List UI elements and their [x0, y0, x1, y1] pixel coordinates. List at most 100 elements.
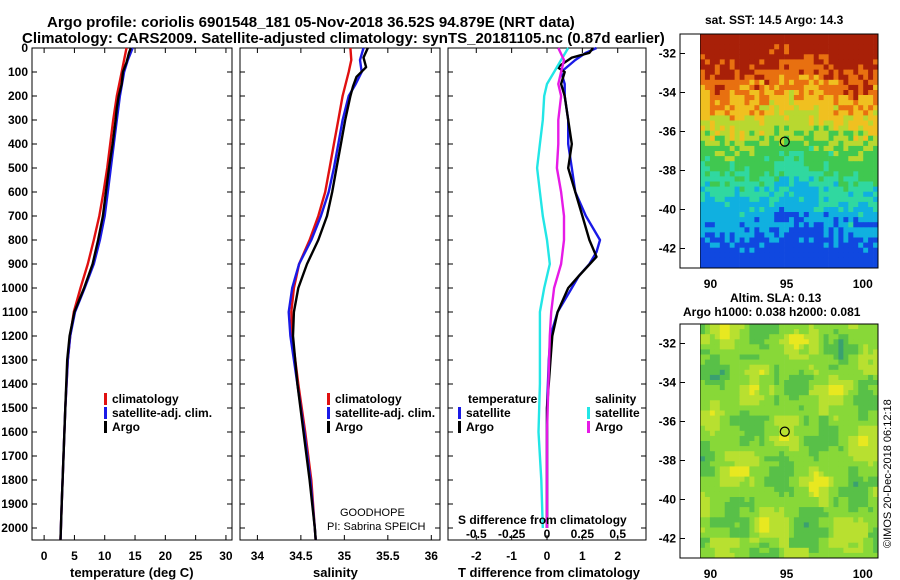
map-cell	[813, 334, 819, 340]
map-cell	[813, 110, 819, 116]
map-cell	[863, 176, 869, 182]
map-cell	[734, 59, 740, 65]
map-cell	[704, 222, 711, 228]
map-cell	[700, 374, 706, 381]
map-cell	[744, 471, 750, 477]
map-cell	[793, 156, 800, 162]
map-cell	[759, 461, 765, 467]
map-cell	[798, 39, 805, 45]
map-cell	[793, 425, 800, 432]
map-cell	[719, 441, 726, 447]
map-cell	[789, 359, 795, 366]
map-cell	[863, 90, 869, 96]
map-cell	[714, 39, 721, 45]
map-cell	[813, 125, 819, 132]
map-cell	[803, 324, 810, 330]
map-cell	[774, 125, 780, 132]
map-cell	[779, 64, 785, 70]
map-cell	[704, 507, 711, 513]
map-cell	[754, 380, 760, 386]
map-cell	[700, 171, 706, 177]
map-cell	[714, 262, 721, 269]
map-cell	[793, 369, 800, 376]
map-cell	[808, 166, 815, 172]
map-cell	[724, 502, 730, 508]
map-cell	[729, 344, 735, 350]
map-cell	[873, 79, 879, 86]
map-cell	[744, 405, 750, 411]
map-cell	[700, 425, 706, 432]
map-cell	[828, 334, 834, 340]
map-cell	[749, 69, 755, 76]
map-cell	[789, 527, 795, 533]
map-cell	[853, 84, 859, 91]
map-cell	[700, 334, 706, 340]
map-cell	[734, 395, 740, 401]
map-cell	[724, 410, 730, 416]
map-cell	[744, 395, 750, 401]
map-cell	[749, 334, 755, 340]
map-cell	[700, 344, 706, 350]
map-cell	[858, 400, 864, 406]
map-cell	[759, 176, 765, 182]
map-cell	[759, 364, 765, 371]
map-cell	[858, 329, 864, 335]
map-cell	[734, 349, 740, 355]
map-cell	[838, 186, 844, 193]
map-cell	[823, 349, 829, 355]
map-cell	[734, 115, 740, 121]
map-cell	[734, 405, 740, 411]
map-cell	[858, 262, 864, 269]
map-cell	[754, 537, 760, 544]
map-cell	[873, 237, 879, 243]
map-cell	[838, 471, 844, 477]
map-cell	[858, 49, 864, 55]
map-cell	[828, 415, 834, 422]
map-cell	[734, 207, 740, 213]
map-cell	[709, 90, 716, 96]
map-cell	[833, 74, 839, 81]
map-cell	[779, 69, 785, 76]
map-cell	[744, 64, 750, 70]
map-cell	[868, 69, 874, 76]
map-cell	[754, 359, 760, 366]
map-cell	[704, 446, 711, 452]
x-tick-label: 30	[219, 549, 233, 563]
map-cell	[818, 196, 824, 203]
map-cell	[709, 176, 716, 182]
map-cell	[863, 420, 869, 427]
map-cell	[749, 79, 755, 86]
map-cell	[863, 242, 869, 249]
map-cell	[828, 130, 834, 137]
map-cell	[729, 385, 735, 391]
map-cell	[739, 491, 745, 498]
map-cell	[853, 156, 859, 162]
map-cell	[749, 446, 755, 452]
map-cell	[759, 222, 765, 228]
map-cell	[848, 207, 854, 213]
map-cell	[803, 161, 810, 167]
map-cell	[779, 34, 785, 40]
map-cell	[848, 532, 854, 539]
map-cell	[739, 222, 745, 228]
map-cell	[759, 151, 765, 157]
map-cell	[873, 100, 879, 106]
map-cell	[873, 201, 879, 208]
map-cell	[714, 334, 721, 340]
map-cell	[719, 140, 726, 147]
map-cell	[793, 456, 800, 462]
map-cell	[779, 532, 785, 539]
map-cell	[719, 207, 726, 213]
map-cell	[719, 374, 726, 381]
map-cell	[764, 451, 770, 457]
map-cell	[754, 369, 760, 376]
map-cell	[774, 537, 780, 544]
map-cell	[789, 471, 795, 477]
map-cell	[848, 415, 854, 422]
map-cell	[719, 145, 726, 152]
map-cell	[808, 207, 815, 213]
map-cell	[709, 54, 716, 60]
salinity-legend: climatology satellite-adj. clim. Argo	[327, 392, 435, 434]
map-cell	[838, 110, 844, 116]
map-cell	[853, 74, 859, 81]
